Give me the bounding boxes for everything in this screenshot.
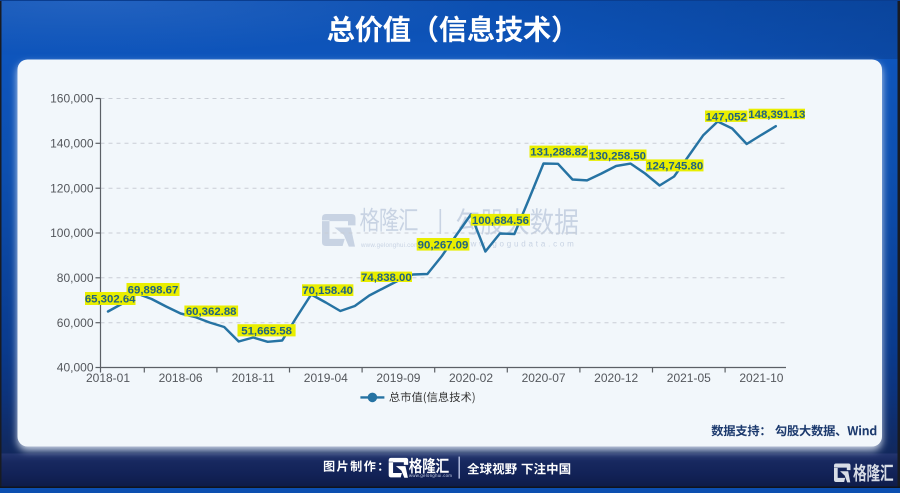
svg-text:www.gelonghui.com: www.gelonghui.com [360, 242, 419, 249]
svg-text:131,288.82: 131,288.82 [530, 147, 587, 159]
svg-text:2018-01: 2018-01 [86, 371, 130, 385]
svg-text:www.gogudata.com: www.gogudata.com [461, 240, 577, 249]
svg-text:130,258.50: 130,258.50 [589, 150, 646, 162]
svg-text:2020-07: 2020-07 [522, 371, 566, 385]
svg-text:2021-05: 2021-05 [667, 371, 711, 385]
svg-text:140,000: 140,000 [50, 137, 94, 151]
svg-text:147,052: 147,052 [706, 111, 747, 123]
svg-text:51,665.58: 51,665.58 [241, 325, 292, 337]
svg-text:74,838.00: 74,838.00 [361, 272, 412, 284]
svg-text:60,000: 60,000 [57, 316, 94, 330]
svg-text:2021-10: 2021-10 [739, 371, 783, 385]
svg-text:2020-12: 2020-12 [594, 371, 638, 385]
svg-text:www.gelonghui.com: www.gelonghui.com [409, 473, 452, 478]
svg-text:70,158.40: 70,158.40 [302, 285, 353, 297]
svg-text:2018-06: 2018-06 [159, 371, 203, 385]
svg-text:2019-04: 2019-04 [304, 371, 348, 385]
svg-text:80,000: 80,000 [57, 271, 94, 285]
svg-text:148,391.13: 148,391.13 [748, 109, 805, 121]
svg-text:124,745.80: 124,745.80 [646, 161, 703, 173]
svg-text:160,000: 160,000 [50, 92, 94, 106]
svg-text:60,362.88: 60,362.88 [186, 306, 237, 318]
svg-text:2018-11: 2018-11 [232, 371, 275, 385]
svg-text:2019-09: 2019-09 [376, 371, 420, 385]
svg-text:100,000: 100,000 [50, 226, 94, 240]
svg-text:2020-02: 2020-02 [449, 371, 493, 385]
svg-text:69,898.67: 69,898.67 [128, 285, 179, 297]
svg-text:90,267.09: 90,267.09 [418, 239, 469, 251]
svg-text:100,684.56: 100,684.56 [472, 215, 529, 227]
svg-text:120,000: 120,000 [50, 181, 94, 195]
